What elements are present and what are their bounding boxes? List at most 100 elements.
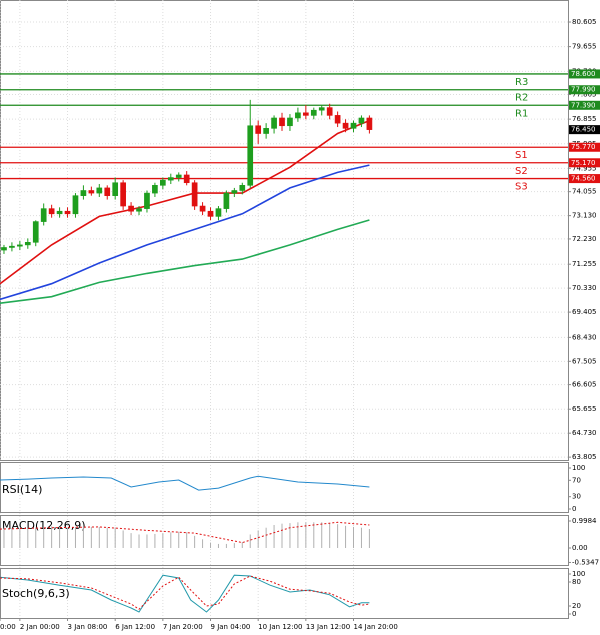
candle-body: [175, 174, 182, 178]
x-tick-label: 10 Jan 12:00: [258, 623, 302, 631]
x-tick-label: 13 Jan 12:00: [306, 623, 350, 631]
level-name: R3: [515, 77, 528, 88]
level-name: R2: [515, 93, 528, 104]
candle-body: [72, 195, 79, 215]
candle-body: [334, 115, 341, 124]
y-tick-label: 67.505: [572, 357, 597, 365]
candle-body: [48, 208, 55, 215]
level-name: R1: [515, 108, 528, 119]
candle-body: [56, 210, 63, 215]
level-tag: [569, 85, 600, 95]
candle-body: [247, 125, 254, 186]
x-tick-label: 2 Jan 00:00: [20, 623, 60, 631]
candle-body: [207, 210, 214, 217]
panel-title: MACD(12,26,9): [2, 519, 86, 532]
level-value: 77.990: [571, 86, 596, 94]
candle-body: [223, 192, 230, 209]
candle-body: [88, 190, 95, 194]
y-tick-label: 80: [572, 578, 581, 586]
y-tick-label: 63.805: [572, 453, 597, 461]
x-tick-label: 0:00: [0, 623, 16, 631]
candle-body: [191, 182, 198, 207]
candle-body: [1, 247, 7, 251]
level-value: 78.600: [571, 70, 596, 78]
x-tick-label: 6 Jan 12:00: [115, 623, 155, 631]
candle-body: [183, 174, 190, 184]
level-name: S1: [515, 150, 528, 161]
level-tag: [569, 158, 600, 168]
candle-body: [120, 182, 126, 207]
y-tick-label: 80.605: [572, 18, 597, 26]
level-tag: [569, 69, 600, 79]
candle-body: [9, 245, 15, 248]
price-tag: [569, 125, 600, 135]
candle-body: [64, 210, 71, 215]
level-value: 75.770: [571, 143, 596, 151]
candle-body: [295, 112, 301, 119]
y-tick-label: 70.330: [572, 284, 597, 292]
candle-body: [144, 192, 150, 209]
signal-line: [0, 521, 370, 544]
y-tick-label: 30: [572, 493, 581, 501]
indicator-line: [0, 574, 370, 613]
y-tick-label: 76.855: [572, 115, 597, 123]
level-tag: [569, 100, 600, 110]
candle-body: [342, 122, 349, 129]
candle-body: [136, 208, 142, 212]
y-tick-label: 100: [572, 570, 585, 578]
level-value: 77.390: [571, 101, 596, 109]
y-tick-label: 77.805: [572, 91, 597, 99]
candle-body: [17, 244, 23, 247]
candle-body: [80, 190, 87, 196]
y-tick-label: 66.605: [572, 381, 597, 389]
x-tick-label: 14 Jan 20:00: [354, 623, 398, 631]
y-tick-label: 0.00: [572, 544, 588, 552]
candle-body: [152, 185, 158, 194]
candle-body: [350, 122, 357, 129]
candle-body: [271, 117, 277, 129]
candle-body: [160, 179, 166, 186]
y-tick-label: 70: [572, 476, 581, 484]
y-tick-label: -0.5347: [572, 558, 599, 566]
y-tick-label: 64.730: [572, 429, 597, 437]
x-tick-label: 7 Jan 20:00: [163, 623, 203, 631]
y-tick-label: 71.255: [572, 260, 597, 268]
y-tick-label: 72.230: [572, 235, 597, 243]
candle-body: [104, 187, 111, 196]
candle-body: [310, 109, 317, 116]
moving-average: [0, 119, 370, 285]
price-value: 76.450: [571, 126, 596, 134]
y-tick-label: 0: [572, 610, 576, 618]
candle-body: [112, 182, 119, 196]
candle-body: [32, 221, 39, 243]
panel-frame: [0, 515, 569, 566]
y-tick-label: 20: [572, 602, 581, 610]
candle-body: [96, 187, 103, 194]
level-name: S2: [515, 166, 528, 177]
candle-body: [24, 242, 31, 246]
candle-body: [358, 117, 365, 124]
candle-body: [318, 107, 325, 111]
y-tick-label: 79.655: [572, 43, 597, 51]
panel-frame: [0, 0, 569, 461]
indicator-line: [0, 475, 370, 491]
y-tick-label: 100: [572, 464, 585, 472]
level-value: 75.170: [571, 159, 596, 167]
candle-body: [231, 190, 238, 194]
candle-body: [239, 185, 246, 191]
y-tick-label: 73.130: [572, 212, 597, 220]
candle-body: [303, 112, 309, 116]
candle-body: [128, 205, 134, 212]
y-tick-label: 69.405: [572, 308, 597, 316]
candle-body: [263, 128, 269, 134]
level-value: 74.560: [571, 175, 596, 183]
y-tick-label: 65.655: [572, 405, 597, 413]
panel-frame: [0, 462, 569, 513]
level-tag: [569, 142, 600, 152]
candle-body: [215, 208, 222, 217]
candle-body: [326, 107, 333, 116]
y-tick-label: 0.9984: [572, 517, 597, 525]
x-tick-label: 9 Jan 04:00: [211, 623, 251, 631]
candle-body: [279, 117, 285, 127]
